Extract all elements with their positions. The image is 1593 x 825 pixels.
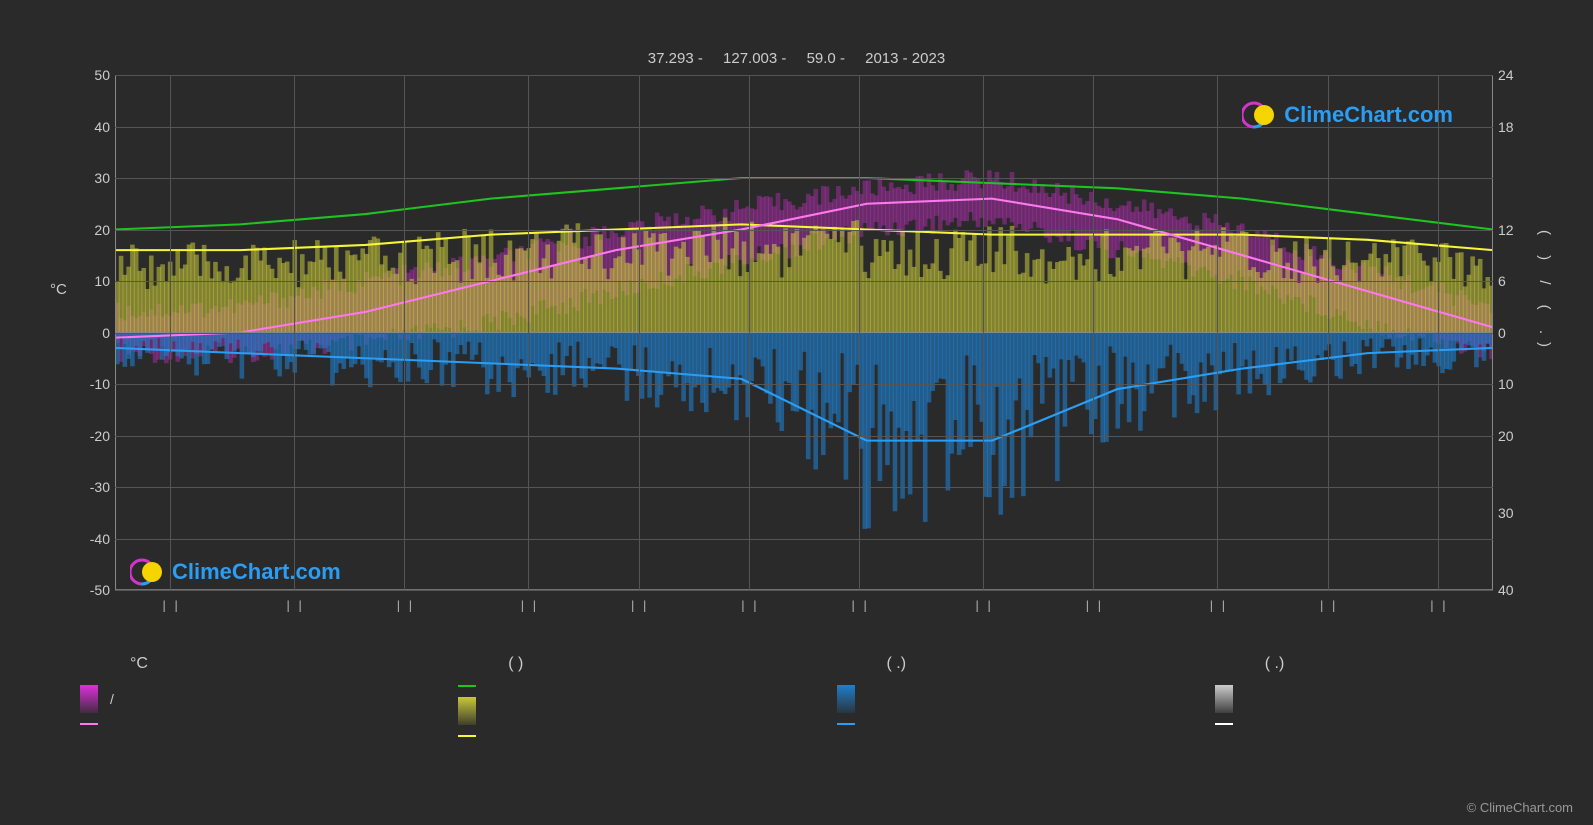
x-tick: ㅣㅣ (1426, 596, 1450, 615)
x-tick: ㅣㅣ (282, 596, 306, 615)
grid-v (859, 75, 860, 590)
legend-title: ( ) (508, 655, 756, 673)
y-left-tick: -40 (75, 531, 110, 547)
y-left-tick: -10 (75, 376, 110, 392)
grid-v (170, 75, 171, 590)
header-lon: 127.003 - (723, 50, 786, 67)
grid-v (1093, 75, 1094, 590)
legend-swatch (837, 685, 855, 713)
logo-top: ClimeChart.com (1242, 98, 1453, 132)
legend-item (1215, 723, 1513, 725)
y-axis-left-title: °C (50, 281, 67, 298)
logo-text-top: ClimeChart.com (1284, 102, 1453, 128)
grid-h (115, 75, 1493, 76)
y-right-tick: 18 (1498, 119, 1533, 135)
y-axis-right-symbols: ( ) / ( .) (1536, 230, 1553, 355)
legend-title: ( .) (887, 655, 1135, 673)
legend-column: ( .) (1215, 655, 1513, 747)
legend-item (458, 697, 756, 725)
x-tick: ㅣㅣ (847, 596, 871, 615)
y-left-tick: 10 (75, 273, 110, 289)
legend-swatch (837, 723, 855, 725)
grid-h (115, 333, 1493, 334)
x-tick: ㅣㅣ (516, 596, 540, 615)
chart-container: 37.293 - 127.003 - 59.0 - 2013 - 2023 °C… (30, 20, 1563, 640)
y-left-tick: 50 (75, 67, 110, 83)
x-tick: ㅣㅣ (1316, 596, 1340, 615)
x-tick: ㅣㅣ (1081, 596, 1105, 615)
y-right-tick: 40 (1498, 582, 1533, 598)
y-left-tick: -20 (75, 428, 110, 444)
legend-item (837, 723, 1135, 725)
grid-h (115, 487, 1493, 488)
logo-icon (130, 555, 164, 589)
grid-h (115, 281, 1493, 282)
legend-swatch (458, 685, 476, 687)
x-tick: ㅣㅣ (971, 596, 995, 615)
grid-h (115, 384, 1493, 385)
legend-swatch (1215, 723, 1233, 725)
y-right-tick: 12 (1498, 222, 1533, 238)
logo-text-bottom: ClimeChart.com (172, 559, 341, 585)
grid-v (1328, 75, 1329, 590)
grid-h (115, 436, 1493, 437)
legend-swatch (1215, 685, 1233, 713)
copyright: © ClimeChart.com (1467, 800, 1573, 815)
y-left-tick: 20 (75, 222, 110, 238)
legend-item (837, 685, 1135, 713)
grid-v (749, 75, 750, 590)
x-tick: ㅣㅣ (627, 596, 651, 615)
legend-title: °C (130, 655, 378, 673)
legend-item (458, 735, 756, 737)
grid-h (115, 539, 1493, 540)
y-left-tick: -50 (75, 582, 110, 598)
legend-swatch (458, 697, 476, 725)
legend-column: ( .) (837, 655, 1135, 747)
legend-swatch (458, 735, 476, 737)
y-right-tick: 24 (1498, 67, 1533, 83)
y-right-tick: 10 (1498, 376, 1533, 392)
x-tick: ㅣㅣ (392, 596, 416, 615)
legend-item (458, 685, 756, 687)
grid-h (115, 178, 1493, 179)
legend-swatch (80, 723, 98, 725)
legend-item (1215, 685, 1513, 713)
legend-column: ( ) (458, 655, 756, 747)
y-left-tick: 30 (75, 170, 110, 186)
grid-v (294, 75, 295, 590)
logo-icon (1242, 98, 1276, 132)
y-left-tick: 40 (75, 119, 110, 135)
header-lat: 37.293 - (648, 50, 703, 67)
grid-v (1438, 75, 1439, 590)
legend-item: / (80, 685, 378, 713)
grid-v (639, 75, 640, 590)
plot-area: °C ( ) / ( .) 50403020100-10-20-30-40-50… (115, 75, 1493, 590)
grid-v (1217, 75, 1218, 590)
grid-h (115, 230, 1493, 231)
x-tick: ㅣㅣ (1205, 596, 1229, 615)
y-right-tick: 20 (1498, 428, 1533, 444)
header-info: 37.293 - 127.003 - 59.0 - 2013 - 2023 (30, 50, 1563, 67)
y-right-tick: 0 (1498, 325, 1533, 341)
x-tick: ㅣㅣ (158, 596, 182, 615)
y-right-tick: 30 (1498, 505, 1533, 521)
grid-v (983, 75, 984, 590)
y-left-tick: -30 (75, 479, 110, 495)
legend-item (80, 723, 378, 725)
header-elev: 59.0 - (807, 50, 845, 67)
y-right-tick: 6 (1498, 273, 1533, 289)
logo-bottom: ClimeChart.com (130, 555, 341, 589)
grid-v (528, 75, 529, 590)
legend-column: °C / (80, 655, 378, 747)
legend-label: / (110, 691, 114, 707)
legend-area: °C / ( ) ( .) ( .) (80, 655, 1513, 747)
grid-v (404, 75, 405, 590)
legend-title: ( .) (1265, 655, 1513, 673)
y-left-tick: 0 (75, 325, 110, 341)
grid-h (115, 590, 1493, 591)
header-years: 2013 - 2023 (865, 50, 945, 67)
x-tick: ㅣㅣ (737, 596, 761, 615)
legend-swatch (80, 685, 98, 713)
